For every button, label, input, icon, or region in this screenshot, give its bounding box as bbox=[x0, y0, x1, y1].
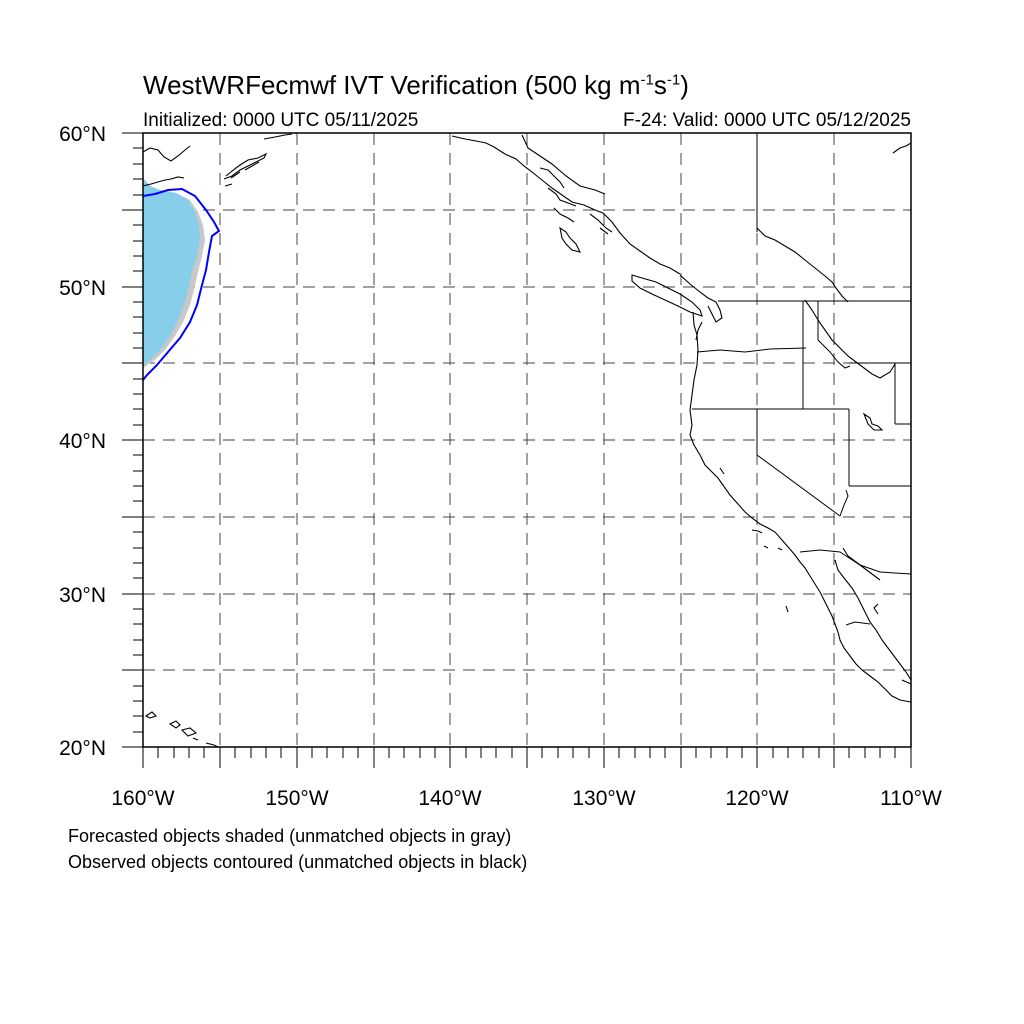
lat-label-40: 40°N bbox=[59, 430, 106, 453]
observed-legend-note: Observed objects contoured (unmatched ob… bbox=[68, 852, 528, 872]
lon-labels: 160°W 150°W 140°W 130°W 120°W 110°W bbox=[111, 787, 942, 810]
forecast-object-matched bbox=[143, 178, 200, 366]
lon-label-140w: 140°W bbox=[418, 787, 481, 810]
lon-label-160w: 160°W bbox=[111, 787, 174, 810]
lat-ticks bbox=[122, 132, 143, 748]
grid-lines bbox=[143, 133, 911, 747]
lat-label-30: 30°N bbox=[59, 584, 106, 607]
lat-label-20: 20°N bbox=[59, 737, 106, 760]
lon-label-150w: 150°W bbox=[265, 787, 328, 810]
political-borders bbox=[692, 133, 911, 626]
lon-ticks bbox=[142, 747, 912, 768]
valid-time-label: F-24: Valid: 0000 UTC 05/12/2025 bbox=[623, 110, 911, 131]
forecast-legend-note: Forecasted objects shaded (unmatched obj… bbox=[68, 826, 512, 846]
lat-label-60: 60°N bbox=[59, 123, 106, 146]
title-text-end: ) bbox=[680, 70, 689, 100]
coastlines bbox=[143, 133, 911, 747]
lon-label-130w: 130°W bbox=[572, 787, 635, 810]
title-text: WestWRFecmwf IVT Verification (500 kg m bbox=[143, 70, 641, 100]
observed-object-contour bbox=[143, 187, 221, 381]
title-exponent-2: -1 bbox=[666, 71, 681, 89]
title-text-s: s bbox=[653, 70, 667, 100]
lon-label-120w: 120°W bbox=[725, 787, 788, 810]
map-title: WestWRFecmwf IVT Verification (500 kg m-… bbox=[143, 70, 689, 101]
lat-label-50: 50°N bbox=[59, 277, 106, 300]
lat-labels: 60°N 50°N 40°N 30°N 20°N bbox=[59, 123, 106, 760]
lon-label-110w: 110°W bbox=[880, 787, 942, 810]
title-exponent-1: -1 bbox=[640, 71, 654, 89]
initialized-label: Initialized: 0000 UTC 05/11/2025 bbox=[143, 110, 419, 131]
